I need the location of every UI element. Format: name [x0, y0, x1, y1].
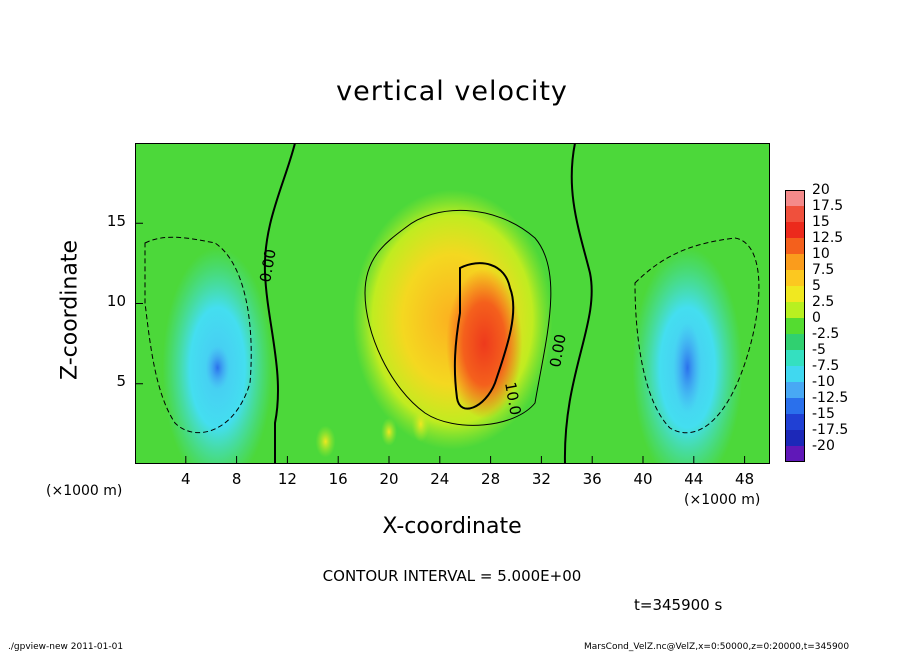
colorbar-label: -17.5 — [812, 422, 849, 438]
time-label: t=345900 s — [634, 596, 723, 614]
colorbar-segment — [785, 318, 805, 334]
colorbar-segment — [785, 222, 805, 238]
colorbar-label: 0 — [812, 310, 821, 326]
x-tick-label: 28 — [481, 470, 501, 488]
y-axis-label: Z-coordinate — [57, 240, 83, 380]
x-tick-label: 16 — [328, 470, 348, 488]
colorbar-label: 20 — [812, 182, 830, 198]
y-tick-label: 5 — [116, 372, 126, 390]
colorbar-label: -2.5 — [812, 326, 840, 342]
contour-label-left: 0.00 — [256, 248, 280, 284]
colorbar-segment — [785, 334, 805, 350]
x-tick-label: 40 — [633, 470, 653, 488]
surface-updraft-cell — [381, 417, 397, 446]
x-unit-left: (×1000 m) — [46, 483, 123, 499]
x-tick-label: 4 — [181, 470, 191, 488]
ten-contour — [453, 262, 515, 410]
colorbar-label: 2.5 — [812, 294, 835, 310]
colorbar-label: 12.5 — [812, 230, 844, 246]
colorbar — [785, 190, 805, 462]
surface-updraft-cell — [315, 425, 336, 458]
x-unit-right: (×1000 m) — [684, 492, 761, 508]
colorbar-segment — [785, 382, 805, 398]
zero-contour-left — [263, 143, 296, 464]
heatmap-plot: 0.00 10.0 0.00 — [135, 143, 770, 464]
colorbar-label: 7.5 — [812, 262, 835, 278]
colorbar-label: -10 — [812, 374, 835, 390]
updraft-core-region — [446, 268, 523, 419]
footer-left: ./gpview-new 2011-01-01 — [8, 642, 124, 652]
neg-contour-left — [144, 236, 252, 434]
colorbar-label: -15 — [812, 406, 835, 422]
colorbar-label: 10 — [812, 246, 830, 262]
x-tick-label: 48 — [735, 470, 755, 488]
colorbar-segment — [785, 414, 805, 430]
colorbar-segment — [785, 366, 805, 382]
colorbar-segment — [785, 398, 805, 414]
footer-right: MarsCond_VelZ.nc@VelZ,x=0:50000,z=0:2000… — [584, 642, 850, 652]
x-tick-label: 36 — [582, 470, 602, 488]
downdraft-left-region — [205, 345, 230, 390]
colorbar-segment — [785, 302, 805, 318]
contour-interval: CONTOUR INTERVAL = 5.000E+00 — [322, 567, 582, 585]
colorbar-label: -7.5 — [812, 358, 840, 374]
y-tick-label: 15 — [106, 212, 126, 230]
colorbar-label: 17.5 — [812, 198, 844, 214]
colorbar-label: 5 — [812, 278, 821, 294]
x-axis-label: X-coordinate — [382, 514, 522, 539]
x-tick-label: 32 — [531, 470, 551, 488]
colorbar-label: -20 — [812, 438, 835, 454]
zero-contour-right — [563, 143, 593, 464]
downdraft-right-region — [673, 322, 702, 413]
x-tick-label: 44 — [684, 470, 704, 488]
surface-updraft-cell — [411, 405, 430, 442]
colorbar-segment — [785, 350, 805, 366]
x-tick-label: 24 — [430, 470, 450, 488]
colorbar-segment — [785, 446, 805, 462]
colorbar-label: -12.5 — [812, 390, 849, 406]
y-tick-label: 10 — [106, 292, 126, 310]
five-contour — [364, 209, 552, 426]
neg-contour-right — [634, 237, 760, 434]
colorbar-segment — [785, 206, 805, 222]
contour-label-right: 0.00 — [546, 333, 570, 369]
colorbar-frame — [785, 190, 805, 462]
colorbar-label: 15 — [812, 214, 830, 230]
colorbar-segment — [785, 254, 805, 270]
colorbar-segment — [785, 238, 805, 254]
x-tick-label: 20 — [379, 470, 399, 488]
x-tick-label: 8 — [231, 470, 242, 488]
colorbar-segment — [785, 190, 805, 206]
colorbar-segment — [785, 270, 805, 286]
colorbar-label: -5 — [812, 342, 826, 358]
colorbar-segment — [785, 430, 805, 446]
colorbar-segment — [785, 286, 805, 302]
chart-title: vertical velocity — [336, 76, 568, 107]
contour-label-center: 10.0 — [501, 381, 525, 417]
x-tick-label: 12 — [277, 470, 297, 488]
